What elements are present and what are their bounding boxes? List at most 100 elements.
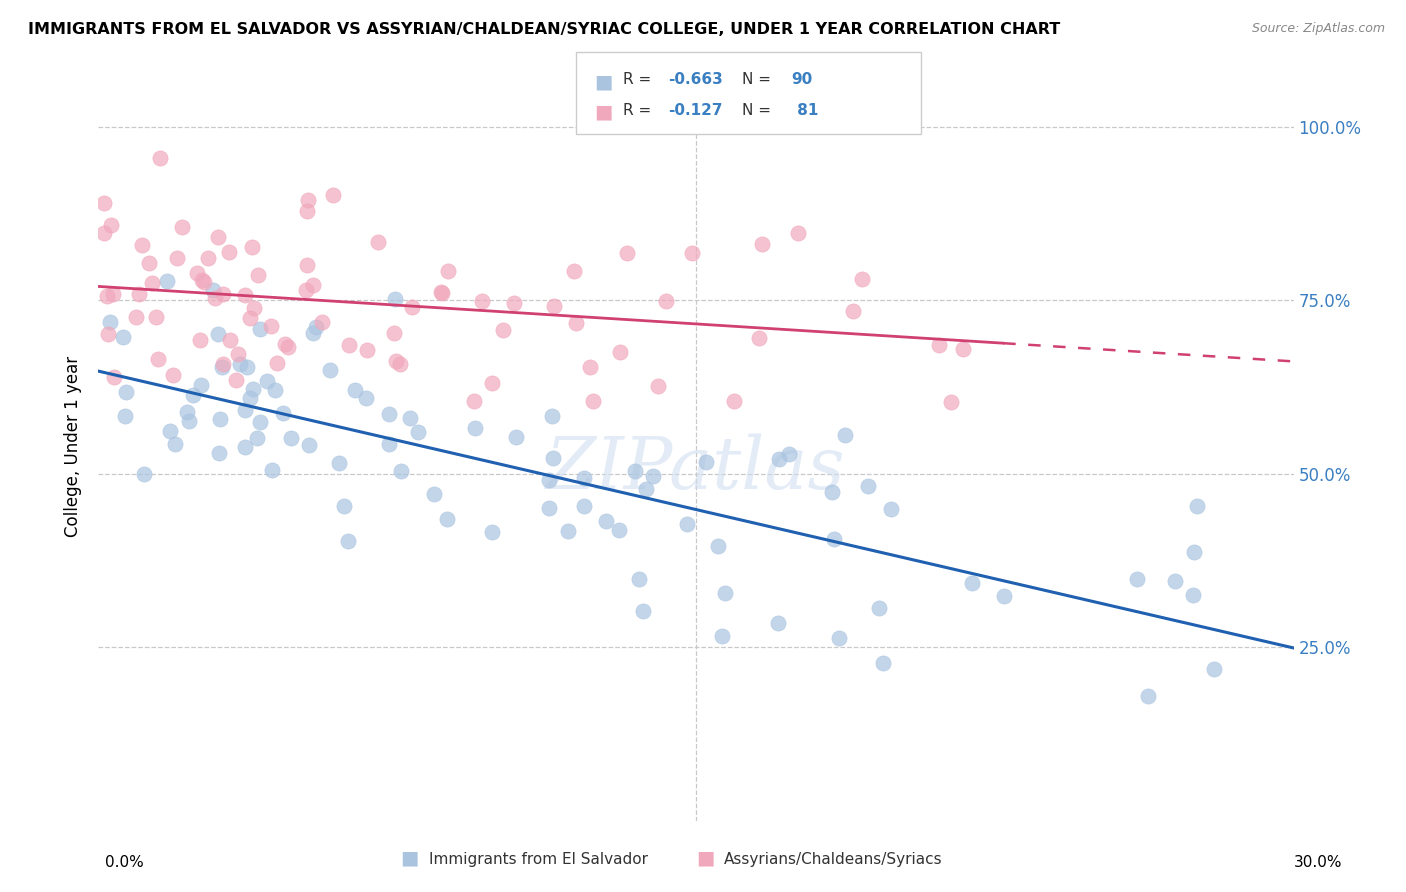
- Text: 0.0%: 0.0%: [105, 855, 145, 870]
- Point: [582, 394, 605, 409]
- Point: [356, 343, 378, 357]
- Point: [565, 316, 588, 330]
- Text: 81: 81: [792, 103, 818, 118]
- Point: [851, 272, 873, 286]
- Point: [609, 345, 631, 359]
- Point: [98, 315, 121, 329]
- Point: [960, 576, 983, 591]
- Point: [256, 374, 278, 388]
- Point: [219, 333, 242, 347]
- Point: [491, 323, 513, 337]
- Point: [302, 277, 325, 292]
- Point: [280, 431, 302, 445]
- Point: [328, 456, 350, 470]
- Point: [786, 226, 808, 240]
- Point: [212, 287, 235, 301]
- Point: [423, 486, 446, 500]
- Point: [707, 539, 730, 553]
- Point: [96, 288, 118, 302]
- Point: [574, 470, 596, 484]
- Point: [176, 405, 198, 419]
- Text: 30.0%: 30.0%: [1295, 855, 1343, 870]
- Point: [538, 500, 561, 515]
- Point: [595, 514, 617, 528]
- Point: [952, 342, 974, 356]
- Point: [264, 383, 287, 397]
- Point: [163, 437, 186, 451]
- Point: [464, 421, 486, 435]
- Point: [242, 301, 264, 315]
- Point: [385, 354, 408, 368]
- Point: [337, 337, 360, 351]
- Point: [145, 310, 167, 325]
- Point: [115, 384, 138, 399]
- Point: [820, 484, 842, 499]
- Point: [202, 283, 225, 297]
- Point: [681, 245, 703, 260]
- Point: [384, 293, 406, 307]
- Point: [778, 447, 800, 461]
- Point: [401, 300, 423, 314]
- Point: [557, 524, 579, 538]
- Point: [377, 408, 399, 422]
- Point: [406, 425, 429, 440]
- Point: [193, 276, 215, 290]
- Point: [751, 237, 773, 252]
- Point: [354, 392, 377, 406]
- Point: [1202, 662, 1225, 676]
- Point: [266, 356, 288, 370]
- Point: [103, 369, 125, 384]
- Point: [112, 329, 135, 343]
- Point: [295, 258, 318, 272]
- Point: [166, 251, 188, 265]
- Point: [101, 287, 124, 301]
- Point: [322, 187, 344, 202]
- Point: [537, 473, 560, 487]
- Point: [823, 532, 845, 546]
- Point: [647, 378, 669, 392]
- Point: [540, 409, 562, 423]
- Point: [1164, 574, 1187, 588]
- Point: [207, 230, 229, 244]
- Y-axis label: College, Under 1 year: College, Under 1 year: [65, 355, 83, 537]
- Point: [388, 357, 411, 371]
- Point: [311, 315, 333, 329]
- Point: [236, 359, 259, 374]
- Point: [768, 452, 790, 467]
- Point: [181, 388, 204, 402]
- Point: [233, 440, 256, 454]
- Point: [543, 299, 565, 313]
- Point: [842, 304, 865, 318]
- Point: [197, 251, 219, 265]
- Point: [93, 195, 115, 210]
- Point: [429, 285, 451, 299]
- Point: [432, 286, 454, 301]
- Point: [505, 429, 527, 443]
- Point: [204, 291, 226, 305]
- Point: [676, 516, 699, 531]
- Point: [226, 347, 249, 361]
- Point: [162, 368, 184, 382]
- Point: [212, 357, 235, 371]
- Point: [1187, 499, 1209, 513]
- Point: [928, 338, 950, 352]
- Text: ■: ■: [401, 848, 419, 867]
- Point: [295, 203, 318, 218]
- Text: IMMIGRANTS FROM EL SALVADOR VS ASSYRIAN/CHALDEAN/SYRIAC COLLEGE, UNDER 1 YEAR CO: IMMIGRANTS FROM EL SALVADOR VS ASSYRIAN/…: [28, 22, 1060, 37]
- Point: [125, 310, 148, 324]
- Point: [249, 321, 271, 335]
- Point: [100, 218, 122, 232]
- Text: N =: N =: [742, 72, 776, 87]
- Point: [319, 363, 342, 377]
- Point: [623, 464, 645, 478]
- Point: [463, 393, 485, 408]
- Point: [643, 469, 665, 483]
- Point: [295, 283, 318, 297]
- Point: [242, 382, 264, 396]
- Point: [233, 402, 256, 417]
- Point: [399, 410, 422, 425]
- Point: [134, 467, 156, 481]
- Point: [541, 451, 564, 466]
- Point: [156, 274, 179, 288]
- Point: [211, 359, 233, 374]
